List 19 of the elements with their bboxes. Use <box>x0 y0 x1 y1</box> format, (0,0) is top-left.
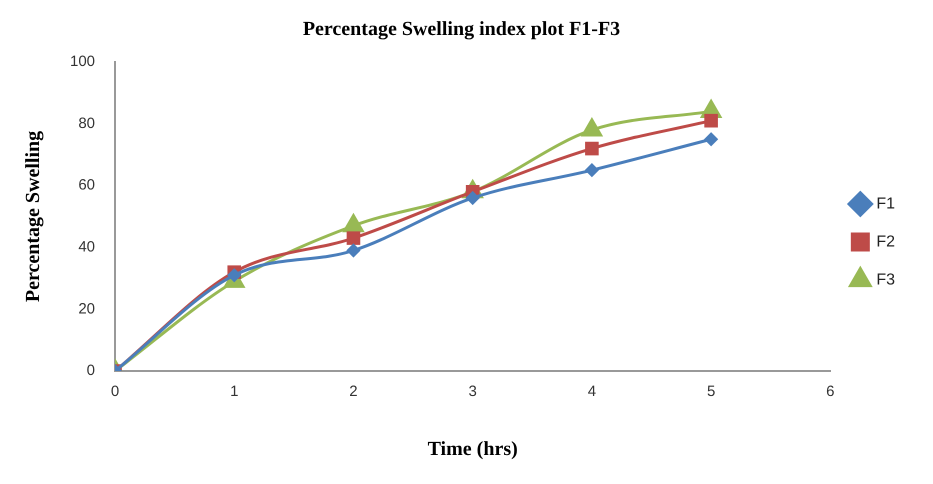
x-tick-label: 3 <box>468 383 477 400</box>
y-axis-title: Percentage Swelling <box>22 130 44 302</box>
x-tick-label: 1 <box>230 383 238 400</box>
y-tick-label: 0 <box>86 362 96 380</box>
y-tick-label: 60 <box>78 176 96 194</box>
y-tick-label: 100 <box>70 53 96 70</box>
y-tick-label: 40 <box>78 238 96 256</box>
x-axis-title: Time (hrs) <box>428 438 518 460</box>
chart-title: Percentage Swelling index plot F1-F3 <box>302 18 620 40</box>
y-tick-label: 20 <box>78 300 96 318</box>
x-tick-label: 4 <box>588 383 596 400</box>
x-tick-label: 6 <box>826 383 834 400</box>
x-tick-label: 2 <box>349 383 358 400</box>
x-tick-label: 0 <box>110 383 120 400</box>
x-tick-label: 5 <box>706 383 716 400</box>
y-tick-label: 80 <box>78 114 96 132</box>
legend-label: F1 <box>876 195 896 212</box>
legend-label: F2 <box>876 233 896 250</box>
legend-label: F3 <box>876 271 896 288</box>
